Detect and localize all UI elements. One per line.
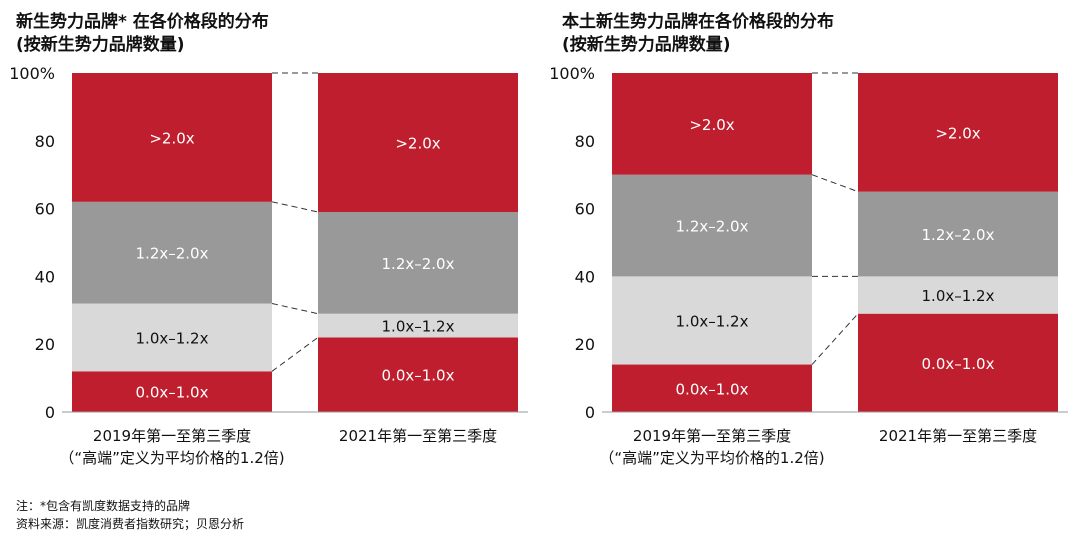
right-segment-label: 0.0x–1.0x xyxy=(922,355,995,373)
right-bar-segment xyxy=(612,276,812,365)
right-category-label: 2019年第一至第三季度 xyxy=(633,427,791,445)
left-segment-label: 1.0x–1.2x xyxy=(136,329,209,347)
left-category-label: 2019年第一至第三季度 xyxy=(93,427,251,445)
left-chart-title-line2: (按新生势力品牌数量) xyxy=(16,35,185,55)
right-bar-segment xyxy=(612,73,812,175)
right-chart-title-line2: (按新生势力品牌数量) xyxy=(562,35,731,55)
right-category-label: 2021年第一至第三季度 xyxy=(879,427,1037,445)
right-segment-label: 0.0x–1.0x xyxy=(676,380,749,398)
left-bar-segment xyxy=(318,337,518,412)
right-connector-line xyxy=(811,313,859,365)
left-connector-line xyxy=(271,303,319,315)
right-stacked-bar-chart: 0 20 40 60 80 100% 0.0x–1.0x 1.0x–1.2x 1.2x–2.0x… xyxy=(549,64,1068,467)
left-segment-label: 0.0x–1.0x xyxy=(382,367,455,385)
right-chart-title-line1: 本土新生势力品牌在各价格段的分布 xyxy=(562,12,834,32)
right-y-tick-label: 60 xyxy=(575,200,595,219)
right-segment-label: >2.0x xyxy=(935,124,980,142)
left-segment-label: >2.0x xyxy=(149,129,194,147)
left-y-tick-label: 100% xyxy=(9,64,55,83)
right-y-tick-label: 100% xyxy=(549,64,595,83)
right-bar-segment xyxy=(858,73,1058,192)
left-segment-label: >2.0x xyxy=(395,134,440,152)
left-bar-segment xyxy=(318,73,518,212)
left-bar-segment xyxy=(72,73,272,202)
left-segment-label: 0.0x–1.0x xyxy=(136,384,209,402)
right-category-label: （“高端”定义为平均价格的1.2倍) xyxy=(599,449,824,467)
left-y-tick-label: 60 xyxy=(35,200,55,219)
right-segment-label: 1.0x–1.2x xyxy=(922,287,995,305)
right-bar-segment xyxy=(858,276,1058,314)
right-bar-segment xyxy=(612,364,812,412)
right-bar-segment xyxy=(858,313,1058,412)
left-stacked-bar-chart: 0 20 40 60 80 100% 0.0x–1.0x 1.0x–1.2x 1.2x–2.0x… xyxy=(9,64,528,467)
right-segment-label: >2.0x xyxy=(689,116,734,134)
right-y-tick-label: 80 xyxy=(575,132,595,151)
right-bar-segment xyxy=(858,191,1058,277)
footnotes: 注：*包含有凯度数据支持的品牌 资料来源：凯度消费者指数研究；贝恩分析 xyxy=(16,497,244,533)
left-y-tick-label: 80 xyxy=(35,132,55,151)
footnote-source: 资料来源：凯度消费者指数研究；贝恩分析 xyxy=(16,517,245,531)
left-segment-label: 1.0x–1.2x xyxy=(382,318,455,336)
footnote-note: 注：*包含有凯度数据支持的品牌 xyxy=(16,499,191,513)
left-connector-line xyxy=(271,201,319,213)
right-y-tick-label: 40 xyxy=(575,267,595,286)
left-bar-segment xyxy=(318,211,518,314)
right-segment-label: 1.2x–2.0x xyxy=(922,226,995,244)
right-segment-label: 1.2x–2.0x xyxy=(676,218,749,236)
left-y-tick-label: 0 xyxy=(45,403,55,422)
right-chart-title: 本土新生势力品牌在各价格段的分布 (按新生势力品牌数量) xyxy=(562,11,834,57)
left-category-label: 2021年第一至第三季度 xyxy=(339,427,497,445)
right-y-tick-label: 20 xyxy=(575,335,595,354)
left-y-tick-label: 40 xyxy=(35,267,55,286)
right-y-tick-label: 0 xyxy=(585,403,595,422)
left-bar-segment xyxy=(72,303,272,372)
left-bar-segment xyxy=(72,371,272,412)
left-y-tick-label: 20 xyxy=(35,335,55,354)
left-segment-label: 1.2x–2.0x xyxy=(136,245,209,263)
left-category-label: （“高端”定义为平均价格的1.2倍) xyxy=(59,449,284,467)
left-connector-line xyxy=(271,337,319,372)
right-bar-segment xyxy=(612,174,812,277)
left-chart-title-line1: 新生势力品牌* 在各价格段的分布 xyxy=(16,12,269,32)
left-chart-title: 新生势力品牌* 在各价格段的分布 (按新生势力品牌数量) xyxy=(16,11,269,57)
left-bar-segment xyxy=(72,201,272,304)
left-segment-label: 1.2x–2.0x xyxy=(382,255,455,273)
left-bar-segment xyxy=(318,313,518,338)
right-connector-line xyxy=(811,174,859,193)
right-segment-label: 1.0x–1.2x xyxy=(676,312,749,330)
